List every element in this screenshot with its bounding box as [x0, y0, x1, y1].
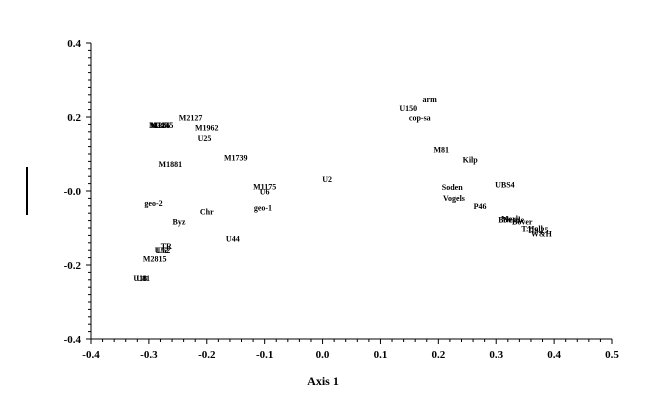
- point-label: M2815: [143, 254, 167, 263]
- point-label: U62: [156, 246, 170, 255]
- point-label: U52: [155, 246, 169, 255]
- point-label: Byz: [173, 217, 186, 226]
- y-tick-label: -0.2: [64, 260, 82, 272]
- y-tick-label: -0.4: [64, 334, 82, 346]
- point-label: Bover: [512, 217, 533, 226]
- point-label: M1175: [253, 183, 276, 192]
- point-label: M81: [433, 146, 449, 155]
- point-label: M2127: [179, 114, 203, 123]
- x-tick-label: -0.3: [140, 349, 158, 361]
- point-label: M266: [151, 121, 171, 130]
- x-tick-label: 0.2: [431, 349, 445, 361]
- point-label: M1962: [195, 123, 219, 132]
- x-tick-label: 0.0: [316, 349, 330, 361]
- point-label: geo-2: [144, 199, 162, 208]
- point-label: U150: [399, 104, 417, 113]
- x-tick-label: 0.1: [374, 349, 388, 361]
- x-tick-label: 0.5: [605, 349, 619, 361]
- y-tick-label: 0.4: [67, 38, 81, 50]
- point-label: Bov: [498, 215, 511, 224]
- point-label: T.Holl: [521, 224, 543, 233]
- point-label: geo-1: [254, 204, 272, 213]
- point-label: Soden: [442, 183, 463, 192]
- point-label: U81: [136, 274, 150, 283]
- point-label: cop-sa: [409, 114, 431, 123]
- point-label: Vogels: [443, 194, 465, 203]
- x-tick-label: 0.3: [489, 349, 503, 361]
- x-tick-label: -0.4: [82, 349, 100, 361]
- point-label: W&H: [531, 230, 553, 239]
- point-label: U25: [198, 134, 212, 143]
- point-label: U6: [260, 188, 270, 197]
- x-tick-label: -0.2: [198, 349, 216, 361]
- point-label: UBS4: [495, 180, 515, 189]
- point-label: Kilp: [463, 156, 479, 165]
- point-label: M1245: [150, 121, 174, 130]
- x-tick-label: 0.4: [547, 349, 561, 361]
- point-label: Nestle: [503, 215, 524, 224]
- point-label: T.S.25: [527, 226, 548, 235]
- axes: -0.4 -0.3 -0.2 -0.1 0.0 0.1 0.2 0.3 0.4 0.5 0.4 0.2…: [64, 38, 620, 361]
- point-label: U44: [226, 234, 240, 243]
- point-label: Merk: [501, 214, 521, 223]
- point-label: arm: [423, 95, 438, 104]
- x-axis-title: Axis 1: [307, 374, 339, 388]
- x-tick-label: -0.1: [256, 349, 273, 361]
- point-label: M1881: [159, 160, 183, 169]
- point-label: M1739: [224, 154, 248, 163]
- point-label: TR: [161, 242, 172, 251]
- point-label: Chr: [200, 207, 214, 216]
- y-tick-label: 0.2: [67, 112, 81, 124]
- y-tick-label: -0.0: [64, 186, 82, 198]
- point-label: P46: [474, 202, 487, 211]
- point-label: U18: [133, 274, 147, 283]
- point-label: M245: [149, 121, 169, 130]
- point-label: U2: [322, 175, 332, 184]
